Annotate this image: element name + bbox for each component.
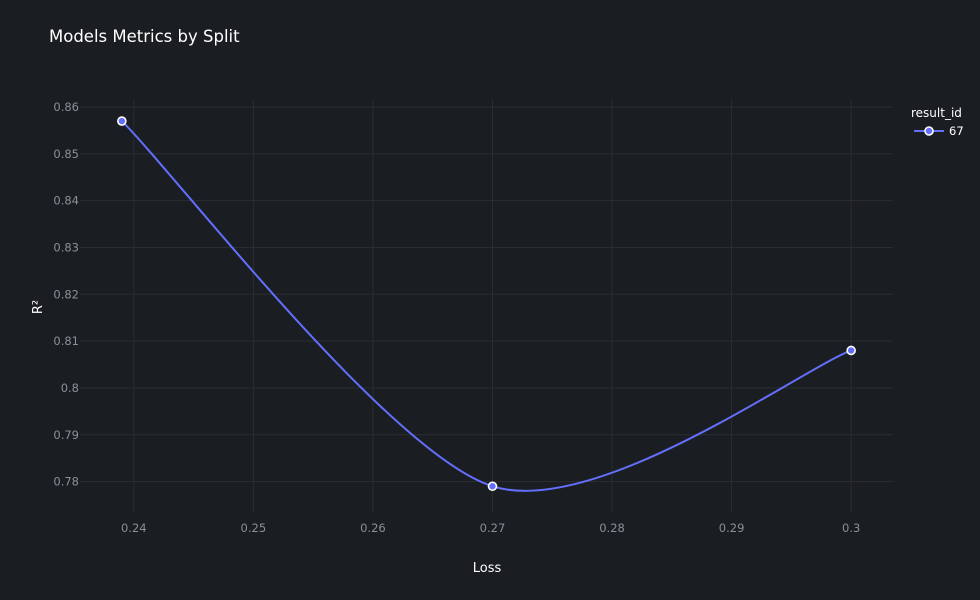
y-tick-label: 0.84 [53, 194, 79, 208]
y-tick-label: 0.82 [53, 287, 79, 301]
data-point[interactable] [117, 116, 127, 126]
x-tick-label: 0.25 [241, 521, 267, 535]
chart-title: Models Metrics by Split [49, 27, 240, 46]
y-tick-label: 0.86 [53, 100, 79, 114]
x-tick-label: 0.29 [719, 521, 745, 535]
legend-label: 67 [949, 124, 964, 138]
legend-title: result_id [911, 106, 962, 120]
y-tick-label: 0.79 [53, 428, 79, 442]
x-tick-label: 0.28 [599, 521, 625, 535]
y-tick-label: 0.83 [53, 240, 79, 254]
x-tick-label: 0.26 [360, 521, 386, 535]
y-tick-label: 0.85 [53, 147, 79, 161]
x-tick-label: 0.24 [121, 521, 147, 535]
legend-marker-swatch [924, 126, 934, 136]
data-point[interactable] [487, 481, 498, 492]
x-tick-label: 0.3 [842, 521, 860, 535]
data-point[interactable] [846, 345, 856, 356]
y-tick-label: 0.81 [53, 334, 79, 348]
legend-item-67[interactable]: 67 [914, 124, 964, 138]
series-layer [117, 116, 856, 492]
ticks-layer: 0.24 0.25 0.26 0.27 0.28 0.29 0.3 0.78 0.79 0.8 0.… [53, 100, 860, 535]
y-tick-label: 0.78 [53, 475, 79, 489]
y-tick-label: 0.8 [61, 381, 79, 395]
grid-layer [80, 100, 893, 512]
legend: result_id 67 [911, 106, 964, 138]
x-axis-title: Loss [473, 561, 502, 576]
y-axis-title: R² [31, 300, 46, 314]
series-line-67 [121, 120, 852, 492]
x-tick-label: 0.27 [480, 521, 506, 535]
